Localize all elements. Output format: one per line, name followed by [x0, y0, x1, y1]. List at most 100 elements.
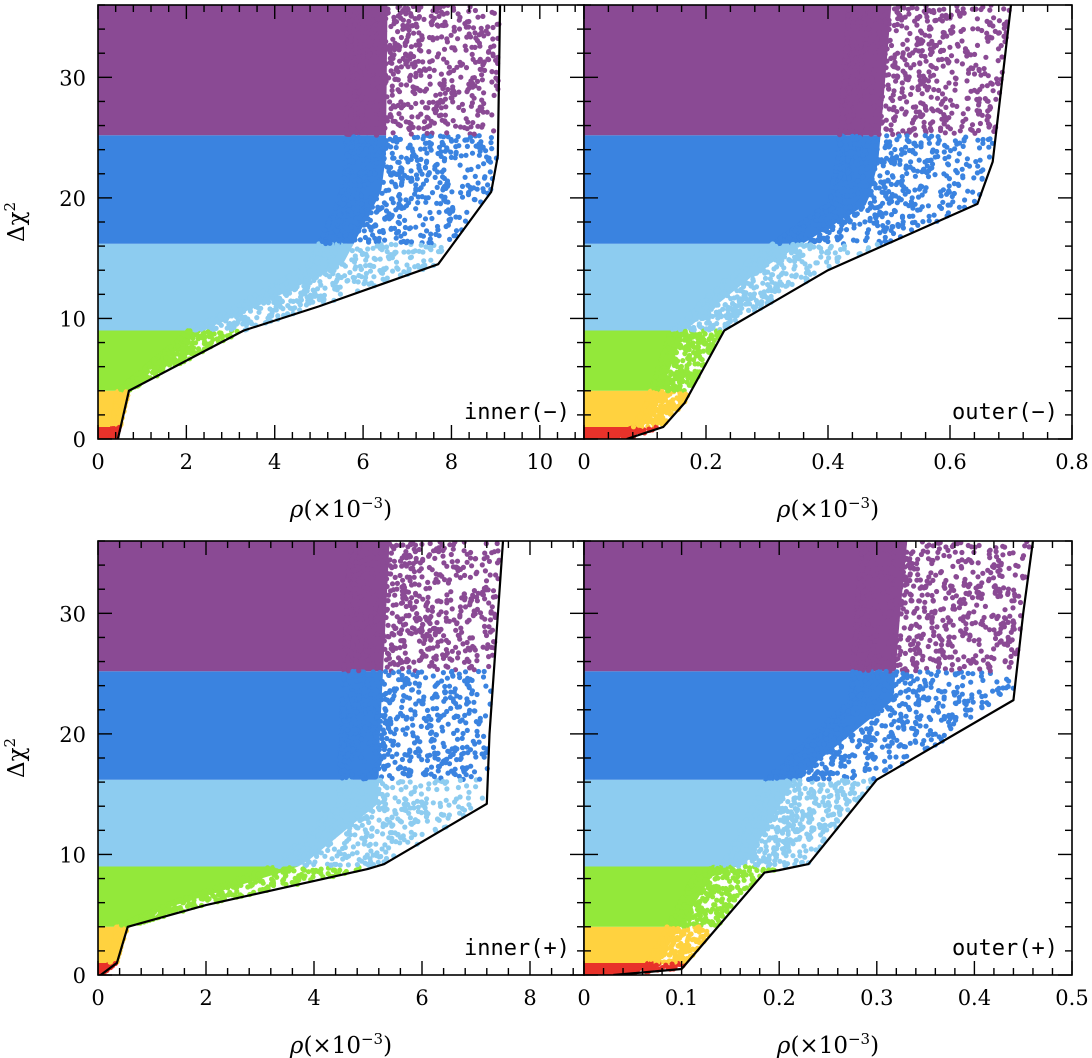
- data-point: [339, 188, 345, 194]
- data-point: [954, 41, 961, 48]
- data-point: [379, 190, 385, 196]
- data-point: [478, 25, 484, 31]
- data-point: [476, 40, 482, 46]
- data-point: [423, 199, 429, 205]
- data-point: [189, 341, 195, 347]
- data-point: [752, 256, 758, 262]
- data-point: [494, 21, 500, 27]
- data-point: [839, 98, 845, 104]
- data-point: [438, 71, 444, 77]
- data-point: [402, 224, 408, 231]
- data-point: [380, 179, 386, 185]
- data-point: [931, 212, 937, 218]
- data-point: [479, 72, 485, 78]
- data-point: [882, 185, 888, 191]
- data-point: [867, 177, 873, 184]
- data-point: [450, 99, 456, 105]
- data-point: [727, 305, 733, 311]
- data-point: [345, 168, 351, 174]
- data-point: [380, 161, 386, 167]
- data-point: [261, 300, 267, 306]
- data-point: [393, 144, 399, 151]
- data-point: [373, 193, 379, 200]
- data-point: [442, 119, 448, 125]
- data-point: [475, 123, 481, 129]
- data-point: [952, 146, 958, 152]
- data-point: [844, 35, 851, 41]
- data-point: [701, 340, 707, 347]
- data-point: [954, 158, 960, 164]
- data-point: [877, 48, 883, 54]
- data-point: [211, 331, 217, 337]
- data-point: [311, 277, 317, 283]
- data-point: [732, 317, 738, 323]
- data-point: [879, 36, 885, 42]
- data-point: [422, 146, 428, 152]
- data-point: [403, 119, 409, 125]
- data-point: [448, 95, 454, 101]
- data-point: [958, 28, 964, 34]
- data-point: [130, 378, 136, 384]
- data-point: [218, 317, 224, 323]
- data-point: [886, 26, 892, 32]
- data-point: [467, 134, 474, 140]
- data-point: [472, 30, 478, 36]
- data-point: [429, 190, 436, 196]
- data-point: [938, 189, 944, 195]
- data-point: [446, 70, 452, 76]
- data-point: [863, 160, 869, 166]
- data-point: [326, 219, 332, 226]
- data-point: [372, 256, 379, 262]
- data-point: [855, 190, 861, 196]
- data-point: [396, 159, 402, 165]
- data-point: [803, 270, 810, 276]
- data-point: [377, 111, 383, 117]
- data-point: [408, 72, 414, 78]
- data-point: [372, 171, 378, 177]
- data-point: [422, 164, 428, 170]
- data-point: [411, 64, 417, 70]
- data-point: [252, 292, 258, 298]
- data-point: [352, 66, 358, 72]
- data-point: [979, 112, 985, 118]
- data-point: [303, 278, 309, 284]
- data-point: [415, 194, 421, 200]
- data-point: [479, 77, 485, 83]
- data-point: [449, 45, 455, 51]
- data-point: [433, 231, 439, 237]
- data-point: [373, 132, 380, 138]
- data-point: [922, 133, 928, 139]
- data-point: [318, 282, 324, 288]
- data-point: [475, 112, 481, 118]
- data-point: [313, 247, 319, 253]
- data-point: [286, 290, 293, 296]
- data-point: [475, 164, 481, 170]
- data-point: [848, 188, 855, 194]
- data-point: [975, 163, 981, 169]
- data-point: [210, 336, 216, 343]
- data-point: [173, 351, 179, 357]
- data-point: [1001, 6, 1007, 12]
- data-point: [365, 246, 371, 252]
- data-point: [388, 196, 395, 202]
- data-point: [826, 263, 832, 269]
- data-point: [383, 188, 389, 194]
- data-point: [481, 161, 487, 167]
- data-point: [850, 237, 857, 243]
- data-point: [923, 107, 929, 113]
- data-point: [860, 174, 866, 180]
- data-point: [351, 93, 358, 99]
- data-point: [393, 242, 399, 248]
- data-point: [828, 194, 834, 200]
- data-point: [491, 128, 497, 134]
- data-point: [335, 254, 341, 260]
- data-point: [247, 308, 254, 314]
- data-point: [458, 62, 464, 68]
- data-point: [932, 18, 938, 24]
- data-point: [356, 57, 362, 64]
- data-point: [972, 130, 978, 136]
- y-tick-label: 0: [73, 428, 86, 452]
- data-point: [355, 279, 361, 285]
- data-point: [994, 76, 1000, 82]
- data-point: [199, 323, 205, 329]
